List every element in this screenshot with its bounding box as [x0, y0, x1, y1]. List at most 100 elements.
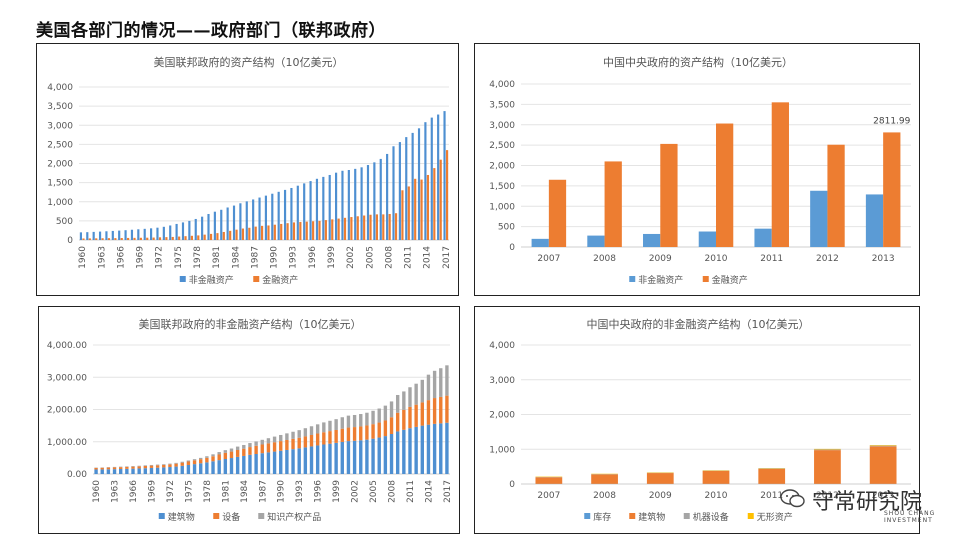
- x-tick-label: 2012: [816, 491, 839, 501]
- bar-segment: [229, 448, 234, 452]
- bar: [531, 238, 549, 247]
- bar: [184, 236, 187, 240]
- x-tick-label: 1987: [258, 480, 268, 503]
- bar-segment: [402, 409, 406, 430]
- bar-segment: [137, 465, 141, 467]
- bar: [95, 238, 98, 240]
- bar: [98, 231, 102, 240]
- bar-segment: [192, 459, 197, 461]
- bar: [213, 211, 216, 240]
- bar-segment: [254, 445, 258, 455]
- legend-label: 库存: [593, 511, 611, 523]
- bar: [315, 178, 319, 240]
- bar-segment: [279, 434, 283, 442]
- y-tick-label: 500: [56, 217, 73, 227]
- x-tick-label: 1963: [97, 246, 107, 269]
- bar: [398, 142, 401, 240]
- x-tick-label: 1993: [289, 246, 299, 269]
- bar-segment: [426, 374, 431, 401]
- x-tick-label: 1960: [92, 480, 102, 503]
- bar-segment: [199, 457, 203, 460]
- bar-segment: [106, 469, 111, 474]
- bar-segment: [266, 452, 271, 474]
- bar-segment: [162, 464, 166, 465]
- bar-segment: [137, 466, 141, 469]
- bar-segment: [309, 426, 314, 435]
- bar-segment: [112, 467, 117, 470]
- legend-label: 非金融资产: [638, 274, 683, 286]
- x-tick-label: 2007: [537, 491, 560, 501]
- bar-segment: [186, 464, 191, 474]
- bar: [343, 217, 347, 240]
- bar-segment: [408, 406, 412, 429]
- bar: [239, 203, 242, 240]
- bar: [111, 230, 114, 240]
- bar-segment: [445, 395, 449, 423]
- bar-segment: [402, 391, 406, 410]
- bar: [258, 197, 261, 240]
- bar: [277, 191, 280, 240]
- bar: [169, 225, 172, 240]
- x-tick-label: 2008: [593, 254, 616, 264]
- bar: [299, 222, 302, 240]
- bar-segment: [758, 468, 786, 484]
- bar-segment: [420, 379, 424, 403]
- bar-segment: [235, 449, 240, 457]
- bar-segment: [395, 412, 400, 432]
- x-tick-label: 2005: [365, 246, 375, 269]
- x-tick-label: 1990: [270, 246, 280, 269]
- bar-segment: [322, 432, 326, 445]
- chart-panel-us-nonfin: 美国联邦政府的非金融资产结构（10亿美元） 0.00 1,000.00 2,000.0…: [38, 306, 460, 534]
- bar: [335, 172, 338, 240]
- bar: [363, 215, 366, 240]
- bar-segment: [149, 467, 154, 474]
- bar-segment: [389, 401, 394, 418]
- bar-segment: [272, 436, 277, 443]
- bar: [188, 220, 191, 240]
- bar: [354, 168, 357, 240]
- bar-segment: [439, 368, 443, 397]
- bar: [827, 144, 845, 247]
- bar: [417, 128, 421, 240]
- x-tick-label: 2011: [760, 254, 783, 264]
- bar-segment: [260, 444, 264, 454]
- bar-segment: [168, 467, 172, 474]
- bar: [220, 209, 223, 240]
- bar-segment: [432, 398, 437, 424]
- bar: [107, 238, 111, 240]
- chart-cn-assets: 中国中央政府的资产结构（10亿美元） 0 500 1,000 1,500 2,000 2,5…: [489, 55, 911, 286]
- chart-title: 美国联邦政府的非金融资产结构（10亿美元）: [139, 317, 362, 331]
- bar-segment: [389, 434, 394, 474]
- bar: [292, 222, 296, 240]
- legend-label: 建筑物: [168, 511, 195, 523]
- bar-segment: [346, 427, 351, 442]
- y-tick-label: 3,000.00: [47, 373, 87, 383]
- bar-segment: [869, 446, 897, 484]
- legend-label: 设备: [222, 511, 240, 523]
- x-tick-label: 1981: [221, 480, 231, 503]
- bar-segment: [266, 438, 271, 444]
- bar-segment: [414, 404, 418, 427]
- bar: [130, 229, 134, 240]
- bar: [178, 236, 181, 240]
- bar-segment: [143, 465, 148, 466]
- bar: [604, 161, 622, 247]
- x-tick-label: 1987: [250, 246, 260, 269]
- bar: [754, 228, 772, 247]
- bar: [261, 225, 264, 240]
- x-tick-label: 2017: [442, 246, 452, 269]
- bar-segment: [229, 458, 234, 474]
- bar-segment: [279, 441, 283, 451]
- legend-label: 无形资产: [757, 511, 793, 523]
- bar: [114, 238, 117, 240]
- bar-segment: [279, 450, 283, 474]
- bar: [222, 231, 225, 240]
- bar-segment: [205, 462, 209, 474]
- bar: [175, 223, 178, 240]
- bar-segment: [112, 469, 117, 474]
- bar-segment: [334, 419, 338, 430]
- legend-swatch: [213, 513, 220, 519]
- bar-segment: [297, 448, 301, 474]
- bar: [92, 231, 95, 240]
- y-tick-label: 4,000.00: [47, 341, 87, 351]
